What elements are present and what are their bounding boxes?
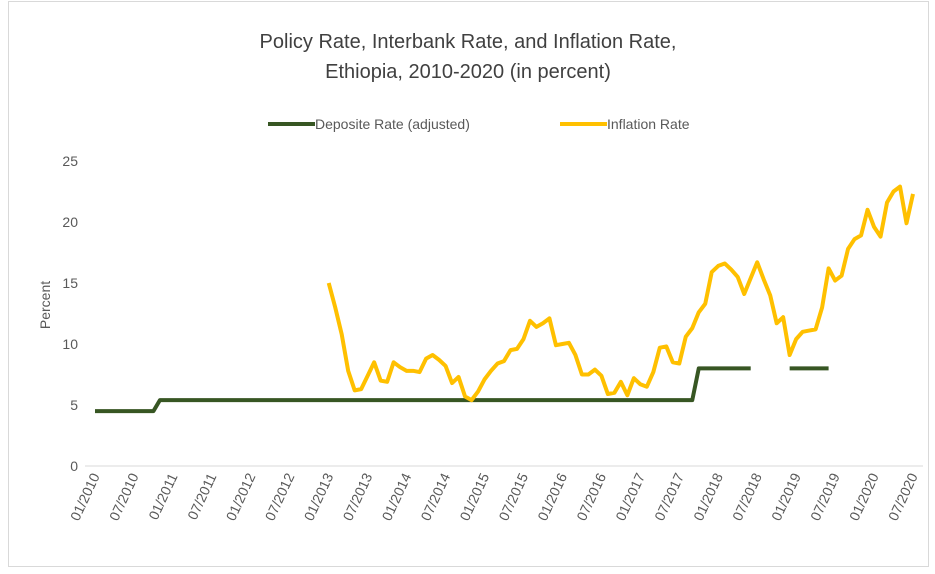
y-tick-label: 5 bbox=[70, 397, 78, 413]
series-line bbox=[326, 184, 915, 403]
series-line bbox=[95, 366, 829, 414]
y-tick-label: 10 bbox=[62, 336, 78, 352]
chart-frame bbox=[8, 1, 929, 567]
y-tick-label: 0 bbox=[70, 458, 78, 474]
legend-label: Deposite Rate (adjusted) bbox=[315, 116, 470, 132]
legend-label: Inflation Rate bbox=[607, 116, 690, 132]
chart-title: Ethiopia, 2010-2020 (in percent) bbox=[325, 61, 611, 83]
y-tick-label: 20 bbox=[62, 214, 78, 230]
y-axis-label: Percent bbox=[37, 281, 53, 329]
y-tick-label: 15 bbox=[62, 275, 78, 291]
chart-title: Policy Rate, Interbank Rate, and Inflati… bbox=[260, 31, 677, 53]
y-tick-label: 25 bbox=[62, 153, 78, 169]
